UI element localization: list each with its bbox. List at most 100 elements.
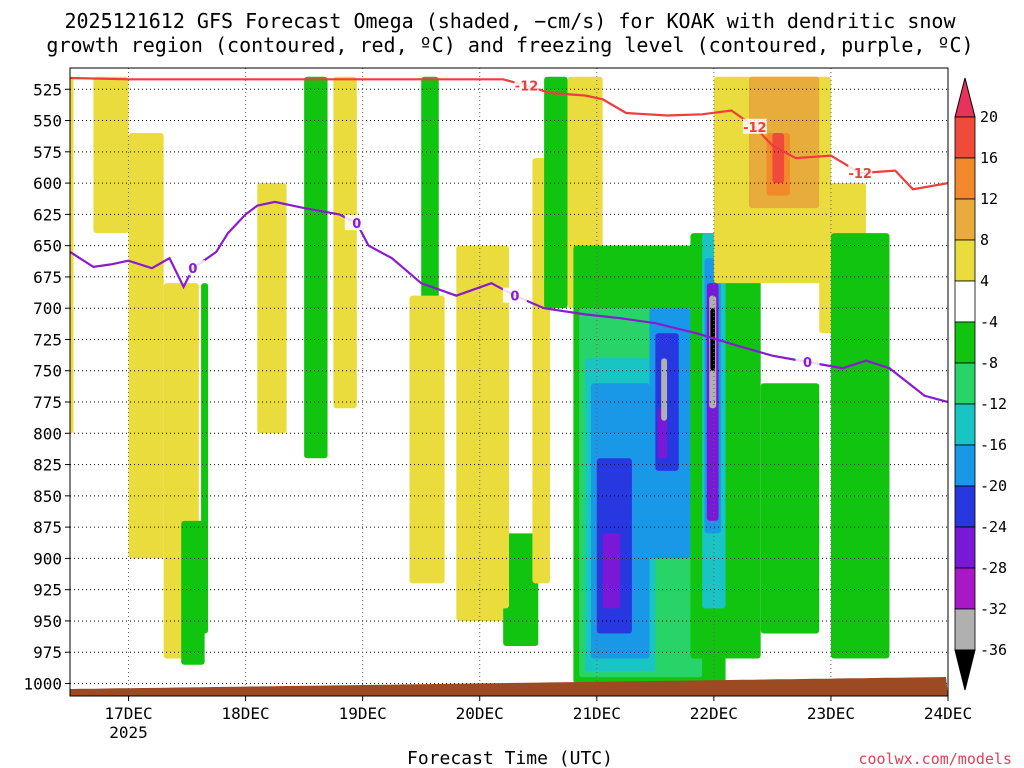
colorbar-box: [954, 157, 976, 200]
omega-shade-4: [181, 520, 205, 665]
chart-title-line-1: 2025121612 GFS Forecast Omega (shaded, −…: [64, 9, 956, 33]
time-tick-label: 24DEC: [924, 704, 972, 723]
colorbar-box: [954, 403, 976, 446]
colorbar-box: [954, 280, 976, 323]
pressure-tick-label: 825: [33, 456, 62, 475]
chart-title-line-2: growth region (contoured, red, ºC) and f…: [46, 33, 973, 57]
colorbar-level-label: -16: [980, 436, 1007, 454]
colorbar-level-label: -12: [980, 395, 1007, 413]
pressure-axis-labels: 525 550 575 600 625 650 675 700 725 750 775 800 825 8…: [23, 80, 70, 693]
pressure-tick-label: 625: [33, 205, 62, 224]
time-tick-label: 19DEC: [339, 704, 387, 723]
time-tick-year: 2025: [109, 723, 148, 742]
omega-shade-31: [760, 383, 820, 634]
omega-shade-35: [772, 133, 785, 184]
colorbar-level-label: -8: [980, 354, 998, 372]
time-tick-label: 20DEC: [456, 704, 504, 723]
pressure-tick-label: 950: [33, 612, 62, 631]
pressure-tick-label: 550: [33, 112, 62, 131]
omega-shade-20: [602, 533, 621, 609]
pressure-tick-label: 675: [33, 268, 62, 287]
pressure-tick-label: 875: [33, 518, 62, 537]
freezing-level-contour-label: 0: [510, 290, 519, 305]
omega-shade-5: [201, 283, 209, 634]
time-tick-label: 23DEC: [807, 704, 855, 723]
dgz-contour-label-bg: [514, 77, 539, 93]
omega-shade-2: [128, 133, 164, 559]
pressure-tick-label: 850: [33, 487, 62, 506]
colorbar-box: [954, 239, 976, 282]
dgz-contour-label: -12: [848, 167, 872, 182]
colorbar-level-label: -32: [980, 600, 1007, 618]
freezing-level-contour-label-bg: [180, 260, 205, 276]
colorbar-level-label: 12: [980, 190, 998, 208]
freezing-level-contour-label-bg: [502, 287, 527, 303]
time-tick-label: 18DEC: [222, 704, 270, 723]
pressure-tick-label: 900: [33, 549, 62, 568]
omega-shade-39: [830, 233, 890, 659]
colorbar-box: [954, 362, 976, 405]
colorbar-level-label: -36: [980, 641, 1007, 659]
pressure-tick-label: 725: [33, 330, 62, 349]
dgz-contour-label-bg: [848, 165, 873, 181]
colorbar-level-label: 16: [980, 149, 998, 167]
omega-colorbar: 20 16 12 8 4 -4 -8 -12 -16 -20 -24 -28 -32 -36: [954, 77, 1007, 691]
terrain-fill: [70, 677, 948, 696]
dgz-contour-label: -12: [743, 121, 767, 136]
time-tick-label: 22DEC: [690, 704, 738, 723]
colorbar-level-label: -20: [980, 477, 1007, 495]
pressure-tick-label: 525: [33, 80, 62, 99]
time-tick-label: 17DEC: [104, 704, 152, 723]
grid-lines: [70, 68, 948, 696]
pressure-tick-label: 575: [33, 143, 62, 162]
colorbar-top-arrow: [954, 77, 976, 118]
pressure-tick-label: 750: [33, 362, 62, 381]
colorbar-box: [954, 321, 976, 364]
freezing-level-contour-label: 0: [352, 217, 361, 232]
pressure-tick-label: 800: [33, 424, 62, 443]
x-axis-title: Forecast Time (UTC): [407, 748, 613, 768]
freezing-level-contour-label: 0: [803, 356, 812, 371]
pressure-tick-label: 650: [33, 237, 62, 256]
colorbar-box: [954, 608, 976, 651]
omega-shade-30: [710, 308, 716, 371]
plot-frame: [69, 67, 949, 697]
freezing-level-contour-label-bg: [344, 215, 369, 231]
omega-shade-7: [304, 76, 328, 459]
omega-shade-11: [503, 533, 539, 646]
colorbar-level-label: 4: [980, 272, 989, 290]
terrain: [70, 677, 948, 696]
pressure-tick-label: 925: [33, 581, 62, 600]
pressure-tick-label: 700: [33, 299, 62, 318]
pressure-tick-label: 775: [33, 393, 62, 412]
omega-shade-38: [485, 245, 509, 609]
colorbar-bottom-arrow: [954, 649, 976, 691]
plot-area: 0 0 0 0 -12 -12 -12: [70, 68, 948, 696]
omega-shade-13: [544, 76, 568, 309]
colorbar-box: [954, 567, 976, 610]
colorbar-box: [954, 526, 976, 569]
colorbar-level-label: 8: [980, 231, 989, 249]
dgz-contour-label-bg: [742, 118, 767, 134]
omega-shading: [70, 76, 890, 684]
colorbar-box: [954, 198, 976, 241]
omega-shade-0: [70, 76, 74, 434]
time-tick-label: 21DEC: [573, 704, 621, 723]
dgz-contour-label: -12: [515, 80, 539, 95]
credit-link[interactable]: coolwx.com/models: [858, 750, 1012, 768]
omega-shade-1: [93, 76, 129, 234]
omega-shade-37: [409, 295, 445, 584]
contours: 0 0 0 0 -12 -12 -12: [70, 76, 948, 404]
omega-shade-24: [661, 358, 668, 421]
freezing-level-contour-label: 0: [188, 262, 197, 277]
pressure-tick-label: 1000: [23, 674, 62, 693]
colorbar-level-label: -28: [980, 559, 1007, 577]
pressure-tick-label: 600: [33, 174, 62, 193]
freezing-level-contour: [70, 200, 948, 404]
colorbar-level-label: -24: [980, 518, 1007, 536]
omega-shade-8: [333, 76, 357, 409]
colorbar-level-label: 20: [980, 108, 998, 126]
colorbar-box: [954, 485, 976, 528]
